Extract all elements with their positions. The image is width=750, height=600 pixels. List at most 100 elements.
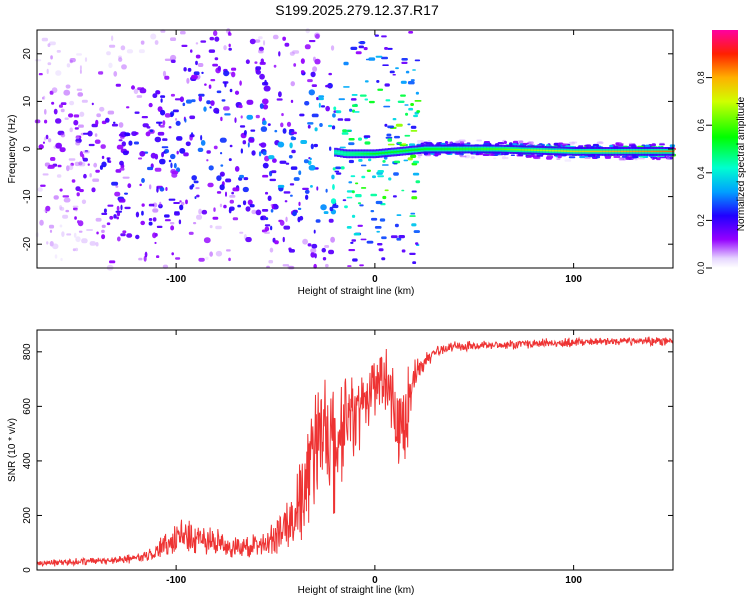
spectrogram-cell <box>68 158 76 161</box>
spectrogram-cell <box>118 122 124 128</box>
spectrogram-cell <box>382 64 389 66</box>
spectrogram-cell <box>390 235 398 239</box>
spectrogram-ridge-cell <box>405 149 410 152</box>
spectrogram-cell <box>179 96 184 103</box>
spectrogram-cell <box>274 240 279 245</box>
spectrogram-cell <box>172 109 179 113</box>
spectrogram-cell <box>412 172 420 176</box>
spectrogram-cell <box>124 192 128 195</box>
spectrogram-ridge-cell <box>352 153 356 155</box>
spectrogram-cell <box>528 154 535 158</box>
spectrogram-x-axis-label: Height of straight line (km) <box>298 286 415 297</box>
spectrogram-ridge-cell <box>596 150 600 153</box>
spectrogram-cell <box>420 140 424 143</box>
spectrogram-cell <box>141 210 144 216</box>
snr-x-axis-label: Height of straight line (km) <box>298 585 415 596</box>
spectrogram-cell <box>341 132 349 135</box>
spectrogram-ridge-cell <box>355 153 359 155</box>
spectrogram-cell <box>178 219 182 225</box>
spectrogram-cell <box>95 242 99 247</box>
spectrogram-cell <box>212 63 218 67</box>
spectrogram-cell <box>277 141 285 148</box>
spectrogram-cell <box>66 165 70 172</box>
spectrogram-cell <box>239 174 244 179</box>
spectrogram-cell <box>311 243 318 249</box>
spectrogram-cell <box>107 158 110 163</box>
spectrogram-cell <box>258 36 263 40</box>
spectrogram-ridge-cell <box>393 151 398 153</box>
spectrogram-cell <box>175 257 181 260</box>
spectrogram-cell <box>568 141 575 145</box>
spectrogram-ridge-cell <box>605 150 609 153</box>
spectrogram-cell <box>60 133 66 138</box>
spectrogram-cell <box>330 45 335 51</box>
spectrogram-cell <box>302 238 308 245</box>
spectrogram-ridge-cell <box>372 153 377 155</box>
snr-y-tick-label: 400 <box>22 452 33 469</box>
spectrogram-cell <box>106 222 111 226</box>
spectrogram-cell <box>44 108 47 115</box>
spectrogram-ridge-cell <box>530 149 535 151</box>
spectrogram-cell <box>396 214 402 216</box>
spectrogram-cell <box>290 136 295 141</box>
spectrogram-cell <box>219 203 223 208</box>
snr-x-ticks: -100 0 100 <box>166 330 582 586</box>
spectrogram-y-tick-label: 10 <box>22 95 33 107</box>
spectrogram-cell <box>68 164 74 171</box>
spectrogram-cell <box>448 141 453 145</box>
spectrogram-cell <box>170 162 173 169</box>
spectrogram-cell <box>113 121 116 124</box>
spectrogram-cell <box>351 94 358 96</box>
spectrogram-cell <box>464 154 470 159</box>
spectrogram-cell <box>187 67 192 72</box>
spectrogram-cell <box>219 137 227 143</box>
spectrogram-cell <box>115 83 121 87</box>
spectrogram-cell <box>168 126 172 129</box>
spectrogram-cell <box>262 120 267 126</box>
spectrogram-ridge-cell <box>381 152 386 154</box>
snr-y-axis-label: SNR (10 * v/v) <box>7 418 18 482</box>
spectrogram-cell <box>171 171 179 175</box>
spectrogram-cell <box>328 218 334 223</box>
spectrogram-ridge-cell <box>438 148 442 150</box>
spectrogram-cell <box>323 211 329 214</box>
spectrogram-cell <box>313 229 316 234</box>
spectrogram-cell <box>366 240 374 244</box>
spectrogram-cell <box>245 206 251 212</box>
spectrogram-cell <box>556 158 561 160</box>
spectrogram-cell <box>291 131 297 135</box>
spectrogram-cell <box>322 257 327 261</box>
spectrogram-cell <box>101 161 107 168</box>
spectrogram-cell <box>397 100 405 103</box>
spectrogram-cell <box>200 140 206 146</box>
snr-x-tick-label: 0 <box>372 575 378 586</box>
spectrogram-cell <box>179 204 184 211</box>
spectrogram-cell <box>307 124 311 129</box>
spectrogram-cell <box>164 58 172 61</box>
spectrogram-cell <box>360 164 367 167</box>
spectrogram-cell <box>254 61 258 64</box>
spectrogram-cell <box>364 98 369 101</box>
spectrogram-cell <box>152 208 159 213</box>
spectrogram-cell <box>231 191 234 195</box>
spectrogram-cell <box>160 109 166 116</box>
spectrogram-cell <box>331 174 335 180</box>
spectrogram-cell <box>223 45 227 51</box>
spectrogram-cell <box>159 187 165 192</box>
spectrogram-cell <box>234 166 240 172</box>
spectrogram-cell <box>368 158 372 162</box>
spectrogram-cell <box>76 88 83 91</box>
spectrogram-cell <box>140 220 145 226</box>
spectrogram-cell <box>302 187 309 190</box>
spectrogram-cell <box>204 83 207 86</box>
spectrogram-cell <box>185 199 188 205</box>
spectrogram-cell <box>505 157 509 160</box>
spectrogram-cell <box>328 249 335 255</box>
spectrogram-x-tick-label: 100 <box>565 274 582 285</box>
spectrogram-cell <box>179 148 186 154</box>
spectrogram-cell <box>298 170 302 175</box>
spectrogram-ridge-cell <box>593 150 597 153</box>
spectrogram-cell <box>393 172 399 176</box>
spectrogram-ridge-cell <box>477 148 481 150</box>
